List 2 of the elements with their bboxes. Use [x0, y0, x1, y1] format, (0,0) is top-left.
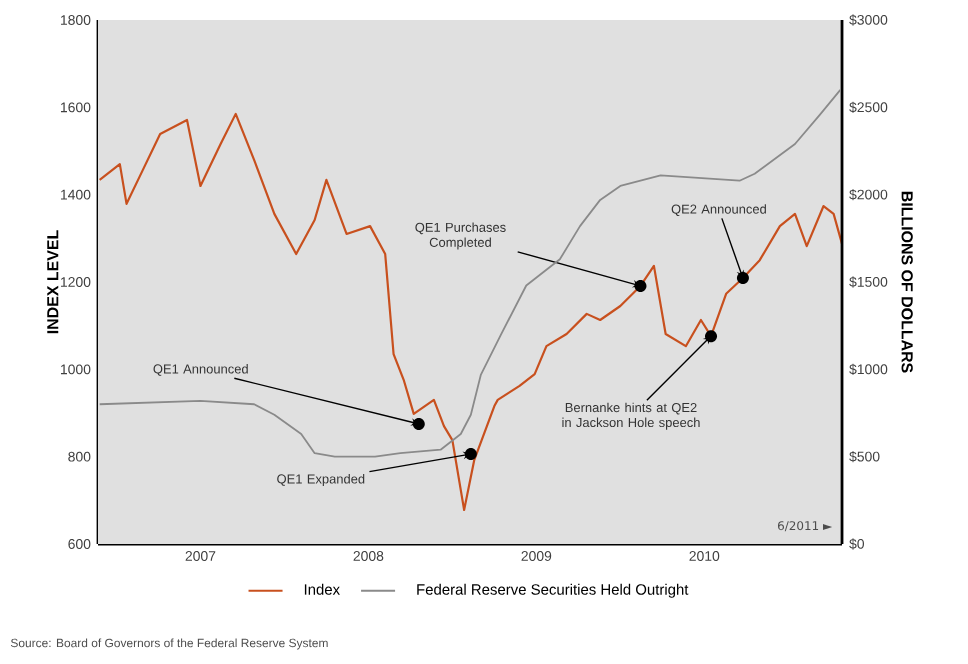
- line-series: [98, 112, 843, 512]
- line-series: [98, 88, 842, 458]
